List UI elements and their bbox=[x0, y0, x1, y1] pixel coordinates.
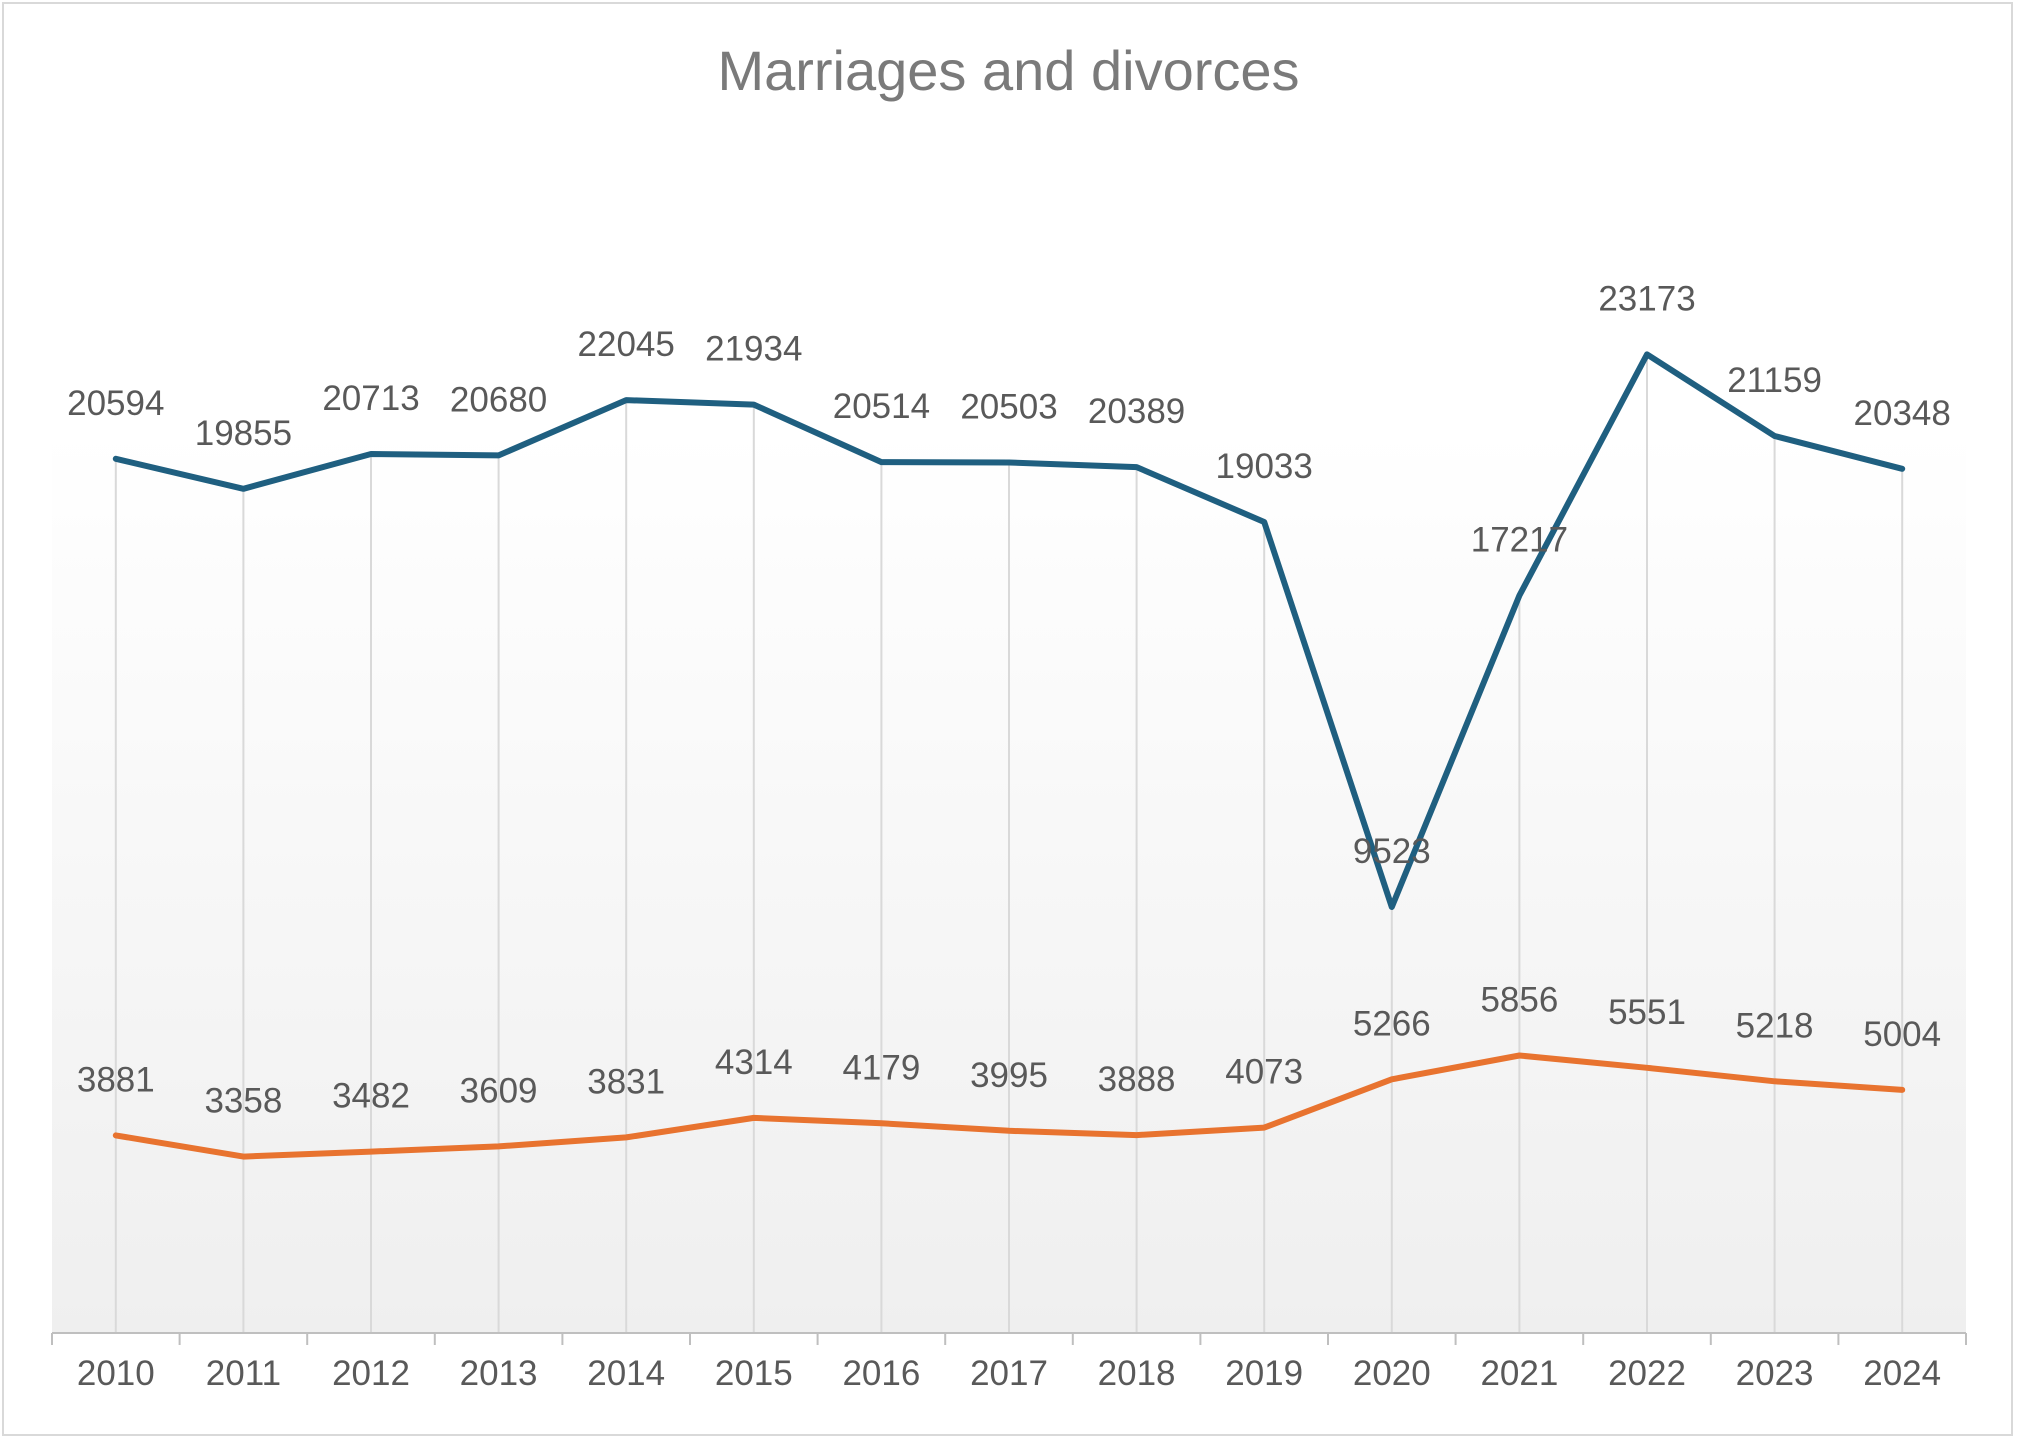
data-label: 5266 bbox=[1353, 1004, 1431, 1043]
x-tick-label: 2024 bbox=[1863, 1354, 1941, 1393]
chart-title: Marriages and divorces bbox=[717, 39, 1300, 102]
data-label: 3881 bbox=[77, 1060, 155, 1099]
x-tick-label: 2011 bbox=[206, 1354, 281, 1393]
data-label: 3482 bbox=[332, 1077, 410, 1116]
data-label: 21934 bbox=[705, 330, 802, 369]
data-label: 20594 bbox=[67, 384, 164, 423]
x-axis: 2010 2011 2012 2013 2014 2015 2016 2017 2018 2019… bbox=[51, 1332, 1967, 1393]
data-label: 20514 bbox=[833, 387, 930, 426]
data-label: 23173 bbox=[1598, 279, 1695, 318]
series-lines bbox=[112, 351, 1906, 1160]
data-label: 5856 bbox=[1480, 980, 1558, 1019]
data-label: 4179 bbox=[842, 1048, 920, 1087]
data-label: 5004 bbox=[1863, 1015, 1941, 1054]
data-label: 4314 bbox=[715, 1043, 793, 1082]
data-label: 20503 bbox=[960, 388, 1057, 427]
x-tick-label: 2020 bbox=[1353, 1354, 1431, 1393]
x-tick-label: 2015 bbox=[715, 1354, 793, 1393]
series-line-divorces bbox=[112, 1052, 1906, 1160]
x-tick-label: 2019 bbox=[1225, 1354, 1303, 1393]
data-label: 22045 bbox=[578, 325, 675, 364]
data-label: 3831 bbox=[587, 1062, 665, 1101]
data-label: 20680 bbox=[450, 380, 547, 419]
data-label: 17217 bbox=[1471, 521, 1568, 560]
data-label: 3609 bbox=[460, 1071, 538, 1110]
x-tick-label: 2014 bbox=[587, 1354, 665, 1393]
data-label: 4073 bbox=[1225, 1053, 1303, 1092]
data-label: 5218 bbox=[1736, 1006, 1814, 1045]
x-tick-label: 2016 bbox=[842, 1354, 920, 1393]
x-tick-label: 2013 bbox=[460, 1354, 538, 1393]
data-label: 3995 bbox=[970, 1056, 1048, 1095]
x-tick-label: 2021 bbox=[1480, 1354, 1558, 1393]
data-label: 19855 bbox=[195, 414, 292, 453]
data-label: 5551 bbox=[1608, 993, 1686, 1032]
x-tick-label: 2010 bbox=[77, 1354, 155, 1393]
data-label: 19033 bbox=[1216, 447, 1313, 486]
gridlines bbox=[114, 354, 1904, 1333]
x-tick-label: 2012 bbox=[332, 1354, 410, 1393]
data-label: 20713 bbox=[322, 379, 419, 418]
x-tick-label: 2023 bbox=[1736, 1354, 1814, 1393]
x-tick-label: 2018 bbox=[1098, 1354, 1176, 1393]
data-label: 3358 bbox=[204, 1082, 282, 1121]
data-label: 21159 bbox=[1727, 361, 1822, 400]
data-label: 9523 bbox=[1353, 832, 1431, 871]
series-line-marriages bbox=[112, 351, 1906, 910]
data-labels: 20594 19855 20713 20680 22045 21934 20514 20503… bbox=[67, 279, 1951, 1120]
x-tick-label: 2017 bbox=[970, 1354, 1048, 1393]
data-label: 20389 bbox=[1088, 392, 1185, 431]
data-label: 3888 bbox=[1098, 1060, 1176, 1099]
data-label: 20348 bbox=[1854, 394, 1951, 433]
x-tick-label: 2022 bbox=[1608, 1354, 1686, 1393]
